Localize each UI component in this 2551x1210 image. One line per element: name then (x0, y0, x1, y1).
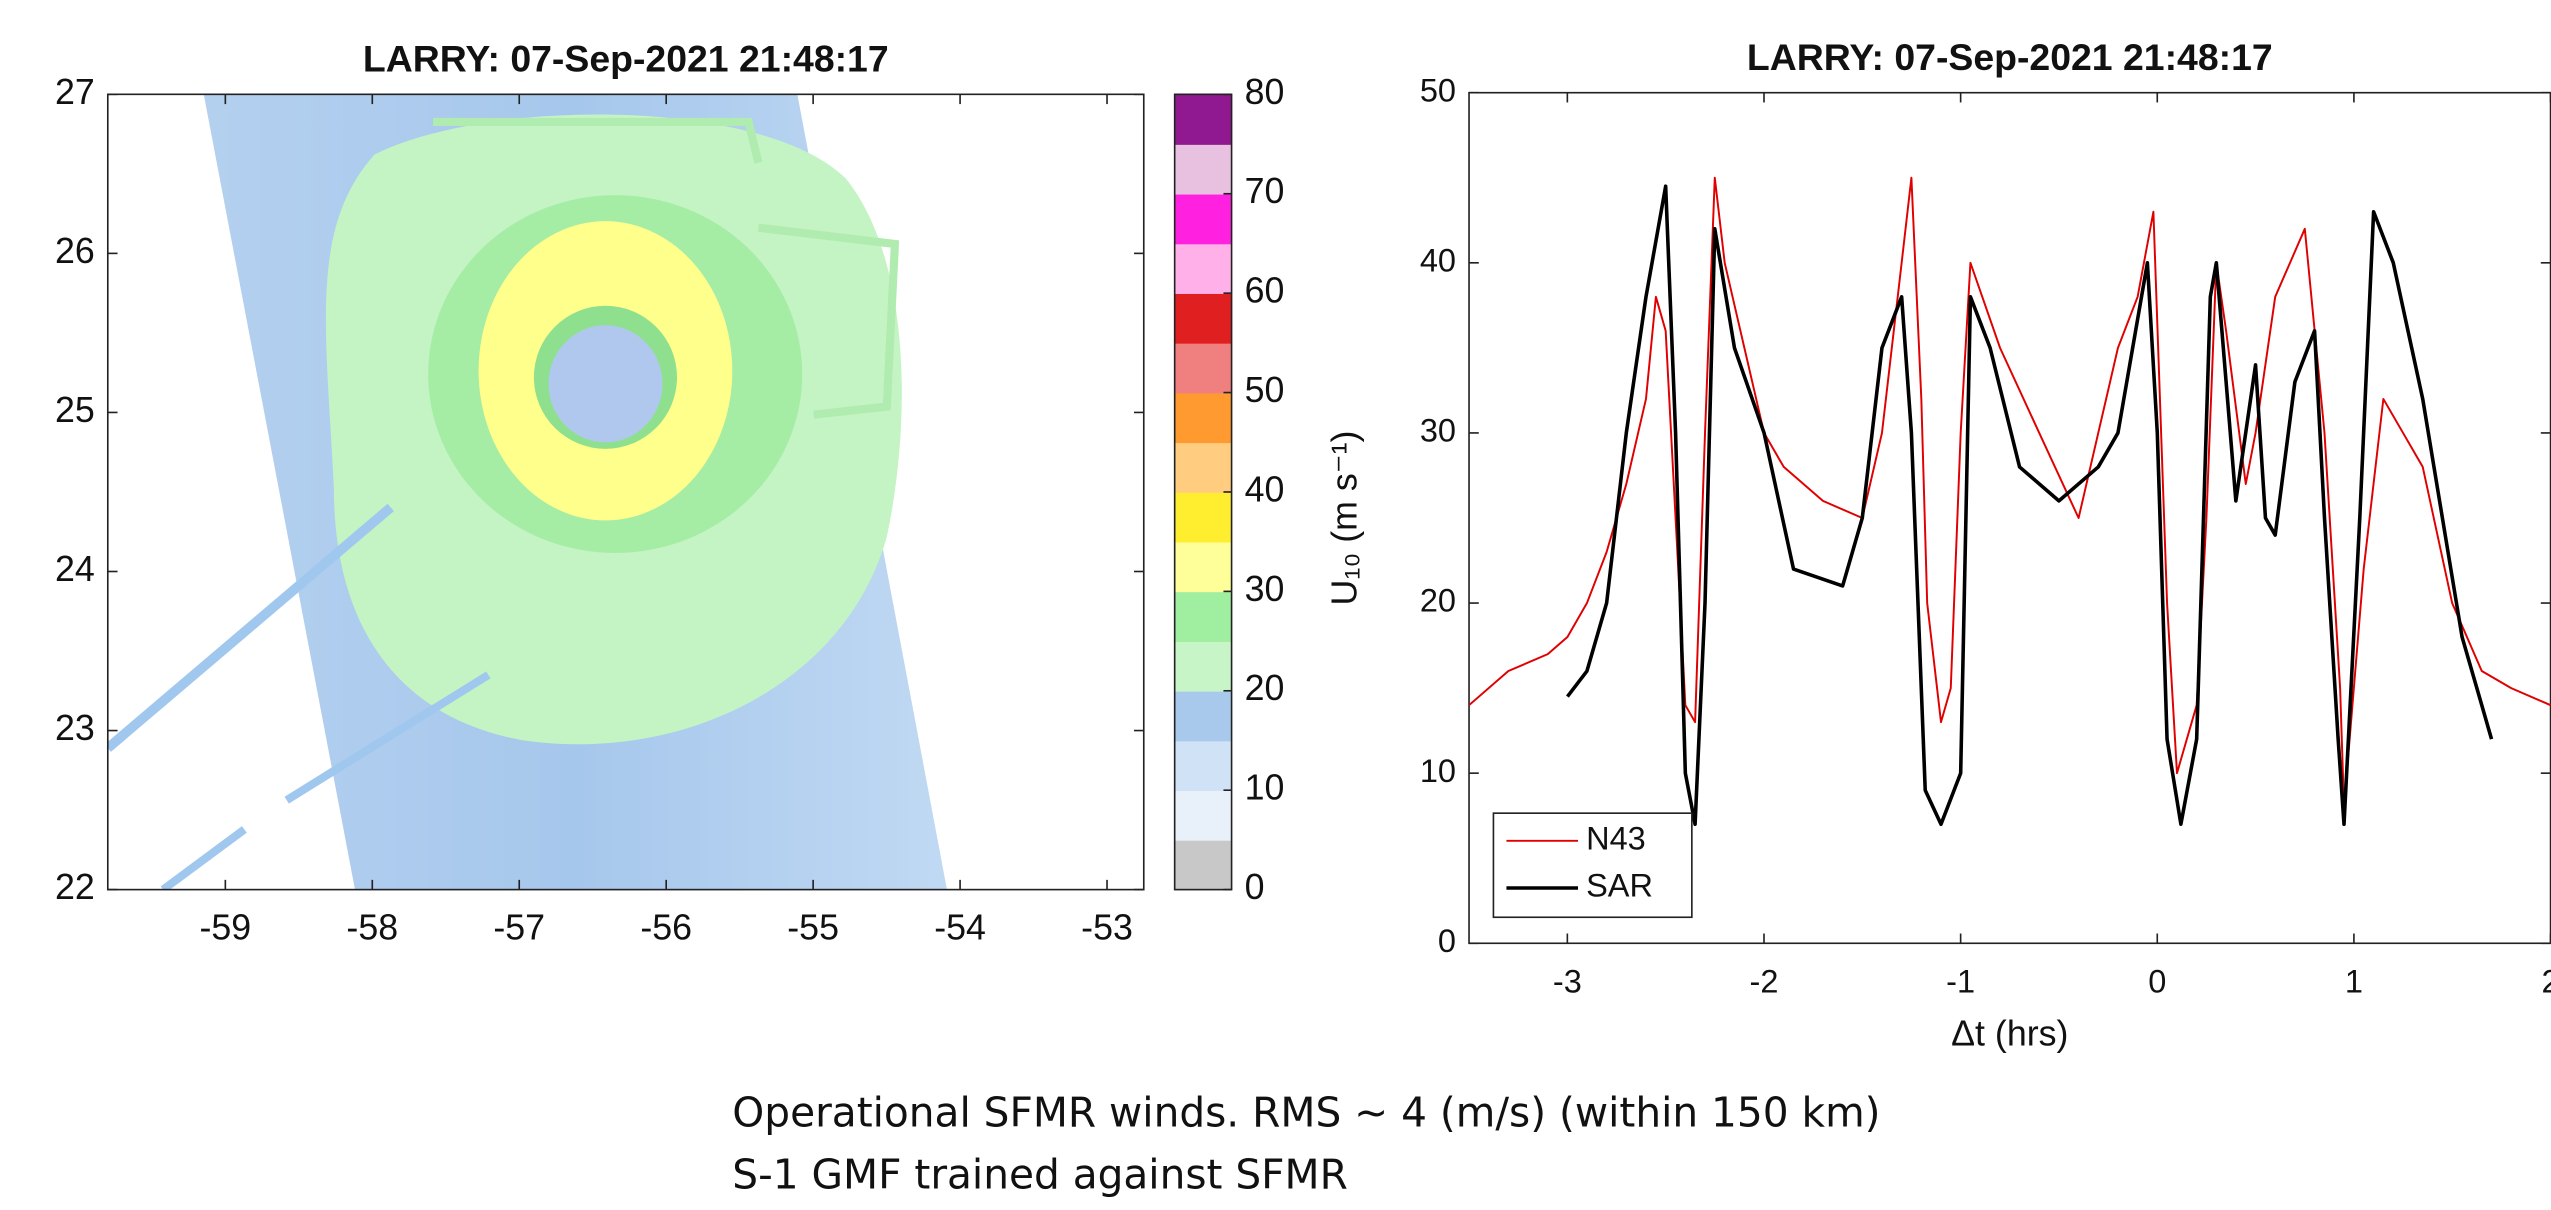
colorbar-band (1174, 790, 1232, 841)
y-axis-label: U₁₀ (m s⁻¹) (1325, 431, 1365, 606)
colorbar-band (1174, 442, 1232, 493)
colorbar-tick-label: 70 (1245, 171, 1285, 211)
colorbar-tick-label: 60 (1245, 271, 1285, 311)
colorbar-tick-label: 40 (1245, 469, 1285, 509)
caption-line: S-1 GMF trained against SFMR (732, 1150, 1348, 1198)
legend: N43 SAR (1492, 812, 1693, 919)
wind-field (107, 94, 947, 890)
y-tick-label: 23 (55, 708, 95, 748)
x-tick-label: -53 (1081, 908, 1133, 948)
x-tick-label: -55 (787, 908, 839, 948)
x-tick-label: 2 (2542, 964, 2551, 1000)
caption-line: Operational SFMR winds. RMS ~ 4 (m/s) (w… (732, 1089, 1880, 1137)
chart-title: LARRY: 07-Sep-2021 21:48:17 (363, 38, 889, 80)
colorbar-tick-label: 10 (1245, 768, 1285, 808)
colorbar-tick-label: 20 (1245, 668, 1285, 708)
colorbar-band (1174, 342, 1232, 394)
chart-title: LARRY: 07-Sep-2021 21:48:17 (1747, 36, 2273, 78)
legend-label: SAR (1586, 868, 1653, 904)
colorbar-tick-label: 30 (1245, 569, 1285, 609)
legend-box (1492, 812, 1693, 919)
x-tick-label: -59 (199, 908, 251, 948)
y-tick-label: 26 (55, 231, 95, 271)
colorbar-band (1174, 94, 1232, 145)
y-tick-label: 27 (55, 72, 95, 112)
x-tick-label: -3 (1553, 964, 1582, 1000)
colorbar-band (1174, 144, 1232, 195)
colorbar-band (1174, 690, 1232, 742)
colorbar-band (1174, 839, 1232, 891)
axes-frame (106, 93, 1145, 891)
x-tick-label: -2 (1750, 964, 1779, 1000)
series-line (1468, 176, 2551, 809)
y-tick-label: 30 (1420, 413, 1456, 449)
x-tick-label: -54 (934, 908, 986, 948)
colorbar-band (1174, 293, 1232, 344)
x-tick-label: -58 (346, 908, 398, 948)
x-axis-label: Δt (hrs) (1951, 1013, 2068, 1053)
x-tick-label: 0 (2148, 964, 2166, 1000)
colorbar-tick-label: 50 (1245, 370, 1285, 410)
y-tick-label: 25 (55, 390, 95, 430)
x-tick-label: 1 (2345, 964, 2363, 1000)
y-tick-label: 50 (1420, 72, 1456, 108)
y-tick-label: 40 (1420, 242, 1456, 278)
x-tick-label: -1 (1946, 964, 1975, 1000)
colorbar-band (1174, 193, 1232, 245)
colorbar-band (1174, 243, 1232, 294)
y-tick-label: 0 (1438, 923, 1456, 959)
colorbar-band (1174, 491, 1232, 543)
colorbar-tick-label: 0 (1245, 867, 1265, 907)
colorbar-band (1174, 392, 1232, 444)
line-axes: -3-2-101201020304050LARRY: 07-Sep-2021 2… (1325, 36, 2551, 1053)
x-tick-label: -57 (493, 908, 545, 948)
y-tick-label: 24 (55, 549, 95, 589)
colorbar-band (1174, 541, 1232, 593)
map-axes: -59 -58 -57 -56 -55 -54 -53 22 23 24 25 26 27 LARRY: … (55, 38, 1284, 948)
y-tick-label: 22 (55, 867, 95, 907)
colorbar-band (1174, 740, 1232, 792)
colorbar-band (1174, 591, 1232, 642)
legend-label: N43 (1586, 820, 1646, 856)
colorbar-band (1174, 641, 1232, 692)
y-tick-label: 10 (1420, 753, 1456, 789)
x-tick-label: -56 (640, 908, 692, 948)
colorbar-tick-label: 80 (1245, 72, 1285, 112)
y-tick-label: 20 (1420, 583, 1456, 619)
series-line (1566, 184, 2494, 827)
